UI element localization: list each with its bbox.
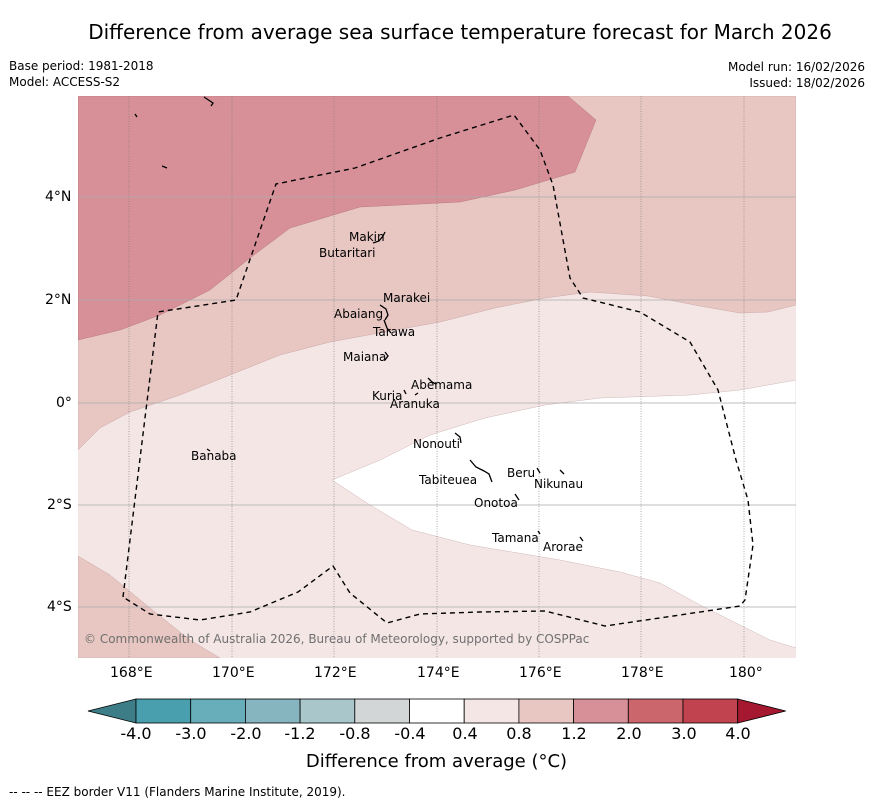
cb-label: -0.8 — [339, 724, 371, 743]
lat-tick-4s: 4°S — [47, 599, 72, 615]
issued-date: Issued: 18/02/2026 — [749, 76, 865, 90]
place-label-onotoa: Onotoa — [474, 496, 518, 510]
lon-tick-174: 174°E — [417, 665, 460, 681]
place-label-kuria: Kuria — [372, 389, 403, 403]
lat-tick-4n: 4°N — [45, 189, 72, 205]
place-label-aranuka: Aranuka — [390, 397, 440, 411]
lat-tick-0: 0° — [56, 395, 72, 411]
colorbar-segment — [627, 698, 684, 724]
colorbar-segment — [463, 698, 520, 724]
place-label-nonouti: Nonouti — [413, 437, 460, 451]
cb-label: 4.0 — [725, 724, 751, 743]
place-label-abaiang: Abaiang — [334, 307, 384, 321]
colorbar-segment — [135, 698, 192, 724]
copyright-notice: © Commonwealth of Australia 2026, Bureau… — [84, 632, 590, 646]
place-label-nikunau: Nikunau — [534, 477, 584, 491]
lon-tick-176: 176°E — [519, 665, 562, 681]
colorbar-segment — [518, 698, 575, 724]
anomaly-band-1.2-2.0 — [78, 96, 597, 341]
cb-label: -3.0 — [175, 724, 207, 743]
place-label-arorae: Arorae — [543, 540, 583, 554]
place-label-butaritari: Butaritari — [319, 246, 376, 260]
chart-title: Difference from average sea surface temp… — [88, 20, 832, 44]
place-label-tabiteuea: Tabiteuea — [419, 473, 478, 487]
cb-label: -0.4 — [394, 724, 426, 743]
lon-tick-172: 172°E — [314, 665, 357, 681]
cb-label: 0.4 — [452, 724, 478, 743]
colorbar-segment — [354, 698, 410, 724]
cb-label: -1.2 — [284, 724, 316, 743]
place-label-marakei: Marakei — [383, 291, 431, 305]
meta-left: Base period: 1981-2018 Model: ACCESS-S2 — [9, 58, 154, 90]
meta-right: Model run: 16/02/2026 Issued: 18/02/2026 — [728, 59, 865, 91]
cb-label: 3.0 — [671, 724, 697, 743]
model-name: Model: ACCESS-S2 — [9, 75, 121, 89]
islands — [134, 96, 584, 542]
place-label-tamana: Tamana — [492, 531, 539, 545]
colorbar-extend-high — [737, 698, 786, 724]
latitude-lines — [78, 196, 796, 608]
lon-tick-180: 180° — [729, 665, 763, 681]
lon-tick-168: 168°E — [110, 665, 153, 681]
colorbar-segment — [573, 698, 629, 724]
eez-border — [122, 114, 754, 627]
colorbar-segment — [409, 698, 465, 724]
place-label-makin: Makin — [349, 230, 385, 244]
cb-label: 0.8 — [506, 724, 532, 743]
colorbar-segment — [299, 698, 356, 724]
gridlines — [128, 96, 745, 658]
colorbar — [87, 698, 786, 724]
lat-tick-2s: 2°S — [47, 497, 72, 513]
cb-label: 1.2 — [561, 724, 587, 743]
map-plot — [78, 96, 796, 658]
colorbar-segment — [244, 698, 301, 724]
lat-tick-2n: 2°N — [45, 292, 72, 308]
cb-label: -2.0 — [230, 724, 262, 743]
lon-tick-170: 170°E — [212, 665, 255, 681]
colorbar-extend-low — [87, 698, 137, 724]
place-label-tarawa: Tarawa — [373, 325, 416, 339]
colorbar-segment — [190, 698, 246, 724]
lon-tick-178: 178°E — [621, 665, 664, 681]
colorbar-title: Difference from average (°C) — [305, 751, 568, 772]
anomaly-band-neutral — [331, 379, 796, 649]
place-label-banaba: Banaba — [191, 449, 237, 463]
model-run: Model run: 16/02/2026 — [727, 60, 865, 74]
place-label-beru: Beru — [507, 466, 536, 480]
anomaly-band-0.8-1.2-sw — [78, 555, 221, 658]
place-label-abemama: Abemama — [411, 378, 473, 392]
cb-label: -4.0 — [120, 724, 152, 743]
place-label-maiana: Maiana — [343, 350, 387, 364]
cb-label: 2.0 — [616, 724, 642, 743]
colorbar-segment — [682, 698, 739, 724]
eez-footer-note: -- -- -- EEZ border V11 (Flanders Marine… — [9, 785, 346, 799]
base-period: Base period: 1981-2018 — [9, 59, 154, 73]
